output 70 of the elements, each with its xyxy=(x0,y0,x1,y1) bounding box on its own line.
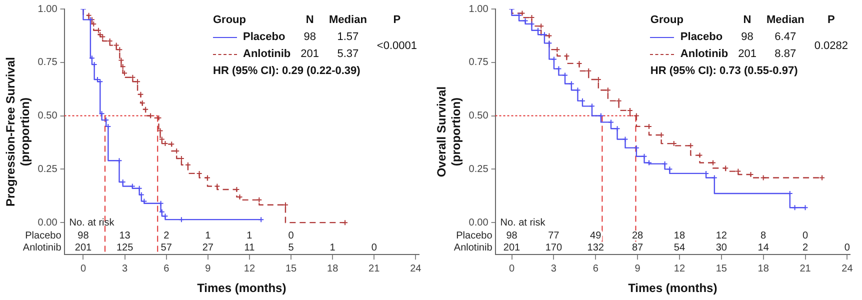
x-tick-label: 3 xyxy=(122,263,128,274)
text: Anlotinib xyxy=(454,242,493,254)
x-tick-label: 9 xyxy=(634,263,641,274)
text: 13 2 1 1 0 xyxy=(119,230,294,242)
text: 125 57 27 11 5 1 0 xyxy=(116,242,377,254)
y-tick-label: 0.50 xyxy=(38,110,58,122)
text: 98 xyxy=(741,31,754,43)
annotation: HR (95% CI): 0.73 (0.55-0.97) xyxy=(650,65,799,77)
legend-label: Anlotinib xyxy=(242,48,291,60)
x-tick-label: 6 xyxy=(164,263,170,274)
annotation: 1.57 xyxy=(336,31,360,43)
y-tick-label: 0.00 xyxy=(468,217,489,228)
text: Placebo xyxy=(456,230,493,242)
annotation: P xyxy=(392,14,402,26)
legend-label: Placebo xyxy=(242,31,286,43)
y-tick-label: 1.00 xyxy=(38,4,58,15)
text: Anlotinib xyxy=(22,242,62,254)
text: 170 132 87 54 30 14 2 0 xyxy=(545,242,850,254)
y-tick-label: 0.25 xyxy=(468,164,489,175)
x-tick-label: 15 xyxy=(716,263,728,274)
legend-title: Group xyxy=(213,14,247,26)
y-axis-title: Overall Survival (proportion) xyxy=(434,86,463,178)
y-tick-label: 1.00 xyxy=(468,4,489,15)
x-tick-label: 12 xyxy=(244,263,256,274)
x-axis-title: Times (months) xyxy=(197,281,286,296)
annotation: 0.0282 xyxy=(814,40,848,52)
x-tick-label: 15 xyxy=(285,263,298,274)
annotation: 98 xyxy=(78,230,90,242)
text: 77 49 28 18 12 8 0 xyxy=(548,230,808,242)
annotation: <0.0001 xyxy=(376,40,417,52)
annotation: 201 xyxy=(503,242,521,254)
annotation: Median xyxy=(329,14,367,26)
annotation: 201 xyxy=(74,242,92,254)
text: 201 xyxy=(738,48,756,60)
annotation: 5.37 xyxy=(336,48,360,60)
x-tick-label: 3 xyxy=(550,263,557,274)
annotation: 6.47 xyxy=(774,31,798,43)
x-tick-label: 0 xyxy=(508,263,515,274)
y-tick-label: 0.50 xyxy=(468,110,489,122)
x-tick-label: 9 xyxy=(205,263,212,274)
legend-label: Placebo xyxy=(679,31,724,43)
annotation: 8.87 xyxy=(774,48,798,60)
legend-title: Group xyxy=(650,14,684,26)
y-axis-title: Progression-Free Survival (proportion) xyxy=(4,57,32,206)
text: 201 xyxy=(300,48,320,60)
annotation: 98 xyxy=(506,230,518,242)
annotation: No. at risk xyxy=(69,217,116,228)
annotation: No. at risk xyxy=(500,217,546,228)
y-tick-label: 0.00 xyxy=(38,217,58,228)
annotation: N xyxy=(304,14,315,26)
text: 98 xyxy=(304,31,316,43)
x-tick-label: 24 xyxy=(410,263,422,274)
y-tick-label: 0.25 xyxy=(38,164,58,175)
annotation: P xyxy=(826,14,836,26)
x-tick-label: 24 xyxy=(842,263,854,274)
x-tick-label: 6 xyxy=(592,263,599,274)
x-tick-label: 18 xyxy=(327,263,339,274)
annotation: HR (95% CI): 0.29 (0.22-0.39) xyxy=(213,65,362,77)
annotation: N xyxy=(742,14,752,26)
text: Placebo xyxy=(25,230,62,242)
x-tick-label: 21 xyxy=(800,263,812,274)
y-tick-label: 0.75 xyxy=(468,57,489,68)
legend-label: Anlotinib xyxy=(679,48,728,60)
x-tick-label: 12 xyxy=(674,263,686,274)
x-tick-label: 21 xyxy=(368,263,380,274)
x-tick-label: 18 xyxy=(758,263,770,274)
annotation: Median xyxy=(766,14,804,26)
y-tick-label: 0.75 xyxy=(38,57,58,68)
x-axis-title: Times (months) xyxy=(628,281,718,296)
x-tick-label: 0 xyxy=(80,263,86,274)
